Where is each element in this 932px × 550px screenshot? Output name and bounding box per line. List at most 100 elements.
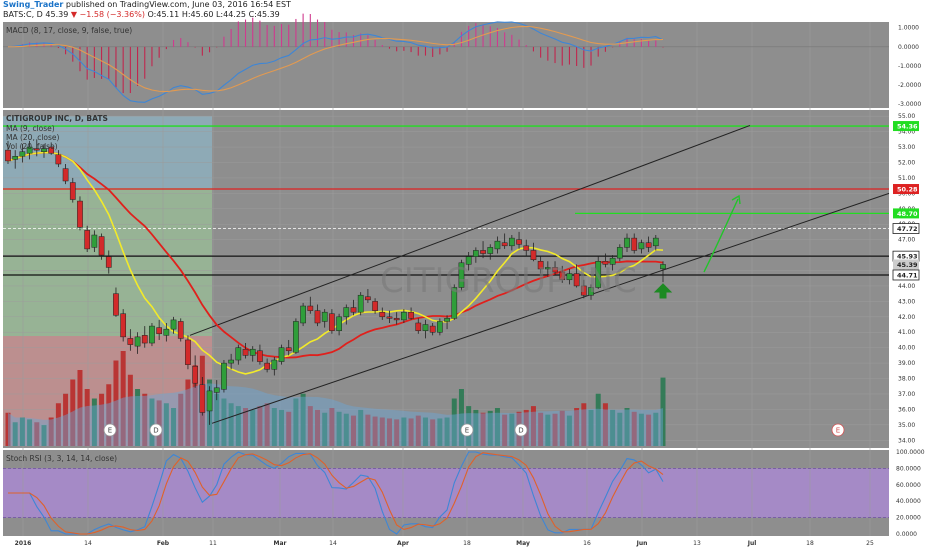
projection-arrow-head (731, 194, 741, 205)
candle-body-74 (537, 261, 544, 270)
candle-body-52 (379, 311, 386, 318)
price-tick-15: 40.00 (898, 345, 915, 352)
volume-bar-42 (307, 406, 313, 446)
candle-body-2 (19, 151, 26, 157)
volume-bar-26 (192, 365, 198, 446)
candle-body-70 (508, 237, 515, 247)
candle-body-84 (609, 257, 616, 265)
publish-line: Swing_Trader published on TradingView.co… (3, 0, 543, 10)
last-price: 45.39 (45, 10, 69, 19)
macd-tick-0: 1.0000 (898, 25, 919, 32)
macd-axis: 1.0000 0.0000 -1.0000 -2.0000 -3.0000 (898, 25, 921, 108)
price-tick-13: 42.00 (898, 314, 915, 321)
candle-body-14 (105, 256, 112, 268)
volume-bar-78 (566, 415, 572, 446)
candle-body-43 (314, 310, 321, 324)
volume-bar-4 (34, 422, 40, 446)
price-tick-0: 55.00 (898, 113, 915, 120)
channel-lower (211, 192, 890, 424)
candle-body-58 (422, 324, 429, 331)
quote-line: BATS:C, D 45.39 ▼ −1.58 (−3.36%) O:45.11… (3, 10, 543, 20)
volume-bar-76 (552, 413, 558, 446)
macd-line (7, 21, 664, 103)
rsi-axis: 100.0000 80.0000 60.0000 40.0000 20.0000 0.00… (896, 449, 925, 538)
candle-body-67 (487, 247, 494, 254)
event-marker-3 (514, 423, 528, 437)
volume-bar-83 (602, 403, 608, 446)
volume-bar-34 (250, 409, 256, 446)
candle-body-47 (343, 307, 350, 318)
x-tick-12: Jul (747, 540, 757, 547)
volume-bar-86 (624, 408, 630, 446)
candle-body-57 (415, 322, 422, 331)
volume-bar-12 (91, 398, 97, 446)
rsi-series (3, 451, 889, 535)
volume-bar-13 (99, 393, 105, 446)
volume-bar-65 (473, 409, 479, 446)
rsi-tick-0: 100.0000 (896, 449, 925, 456)
volume-bar-57 (415, 415, 421, 446)
rsi-tick-3: 40.0000 (896, 498, 921, 505)
candle-body-27 (199, 384, 206, 413)
macd-pane-bg (3, 22, 889, 108)
volume-bar-18 (135, 389, 141, 446)
volume-bar-48 (350, 415, 356, 446)
volume-bar-9 (70, 379, 76, 446)
macd-tick-1: 0.0000 (898, 44, 919, 51)
volume-bar-49 (358, 409, 364, 446)
volume-bar-29 (214, 393, 220, 446)
volume-bar-11 (84, 389, 90, 446)
volume-bar-16 (120, 351, 126, 446)
candle-body-26 (192, 365, 198, 384)
candle-body-82 (595, 261, 602, 288)
candle-body-0 (5, 149, 11, 162)
x-tick-3: 11 (209, 540, 217, 547)
volume-bars (5, 351, 666, 446)
candle-body-24 (177, 321, 184, 339)
price-label-2: 48.70 (897, 210, 918, 218)
author-name[interactable]: Swing_Trader (3, 0, 64, 9)
volume-bar-67 (487, 410, 493, 446)
candle-body-28 (206, 390, 213, 412)
price-tick-2: 53.00 (898, 144, 915, 151)
candle-body-69 (501, 242, 508, 247)
candle-body-9 (69, 182, 76, 200)
volume-bar-56 (408, 418, 414, 446)
rsi-tick-5: 0.0000 (896, 531, 917, 538)
support-up-arrow (653, 283, 673, 299)
candle-body-11 (84, 230, 91, 250)
candle-body-23 (170, 319, 177, 330)
volume-bar-68 (494, 408, 500, 446)
candle-body-71 (516, 239, 522, 245)
candle-body-66 (480, 250, 486, 254)
candle-body-90 (652, 237, 659, 247)
macd-axis-bg (889, 22, 932, 108)
ohlc-values: O:45.11 H:45.60 L:44.25 C:45.39 (147, 10, 280, 19)
macd-tick-4: -3.0000 (898, 101, 921, 108)
candle-body-83 (602, 261, 609, 265)
volume-bar-19 (142, 393, 148, 446)
price-label-3: 47.72 (897, 225, 918, 233)
candle-body-91 (660, 264, 666, 270)
symbol-label: BATS:C, D (3, 10, 43, 19)
volume-bar-74 (538, 412, 544, 446)
trend-channel (189, 124, 890, 424)
price-tick-16: 39.00 (898, 360, 915, 367)
price-label-box-6 (892, 269, 920, 281)
volume-bar-54 (394, 419, 400, 446)
volume-bar-40 (293, 398, 299, 446)
candle-body-5 (41, 148, 47, 152)
candle-body-38 (278, 347, 285, 362)
volume-bar-55 (401, 417, 407, 446)
volume-bar-79 (574, 408, 580, 446)
volume-bar-88 (638, 413, 644, 446)
projection-arrow-line (703, 198, 739, 273)
volume-bar-63 (458, 389, 464, 446)
stoch-k-line (8, 451, 664, 535)
x-tick-10: Jun (636, 540, 648, 547)
candle-body-16 (120, 313, 127, 338)
volume-bar-80 (581, 403, 587, 446)
volume-bar-90 (653, 412, 659, 446)
price-axis: 55.0054.0053.0052.0051.0050.0049.0048.00… (892, 113, 920, 444)
